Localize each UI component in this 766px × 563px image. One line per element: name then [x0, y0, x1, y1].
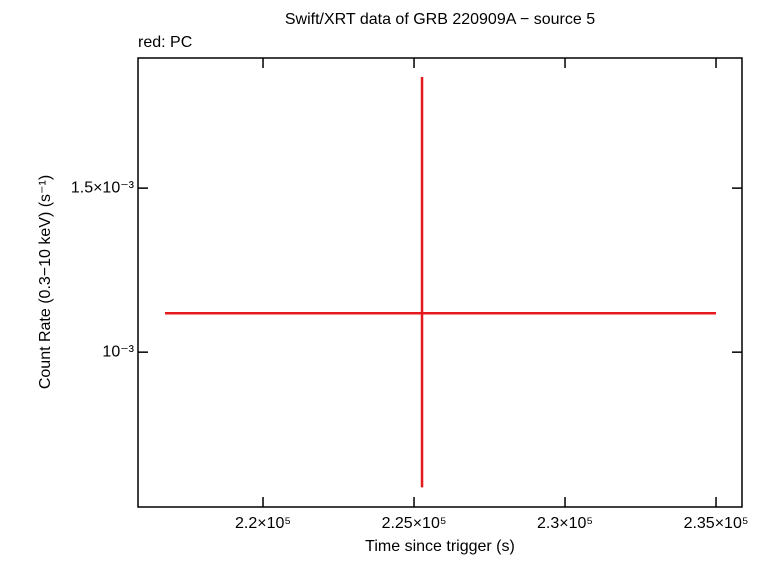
- x-tick-label: 2.3×10⁵: [537, 515, 593, 532]
- y-axis-label: Count Rate (0.3−10 keV) (s⁻¹): [37, 175, 54, 389]
- y-tick-label: 10⁻³: [102, 343, 134, 360]
- x-axis-label: Time since trigger (s): [365, 538, 515, 555]
- chart-title: Swift/XRT data of GRB 220909A − source 5: [285, 11, 595, 28]
- x-tick-label: 2.2×10⁵: [235, 515, 291, 532]
- x-tick-label: 2.35×10⁵: [684, 515, 749, 532]
- y-tick-label: 1.5×10⁻³: [71, 179, 135, 196]
- x-tick-label: 2.25×10⁵: [382, 515, 447, 532]
- subtitle: red: PC: [138, 34, 192, 51]
- plot-frame: [137, 57, 743, 508]
